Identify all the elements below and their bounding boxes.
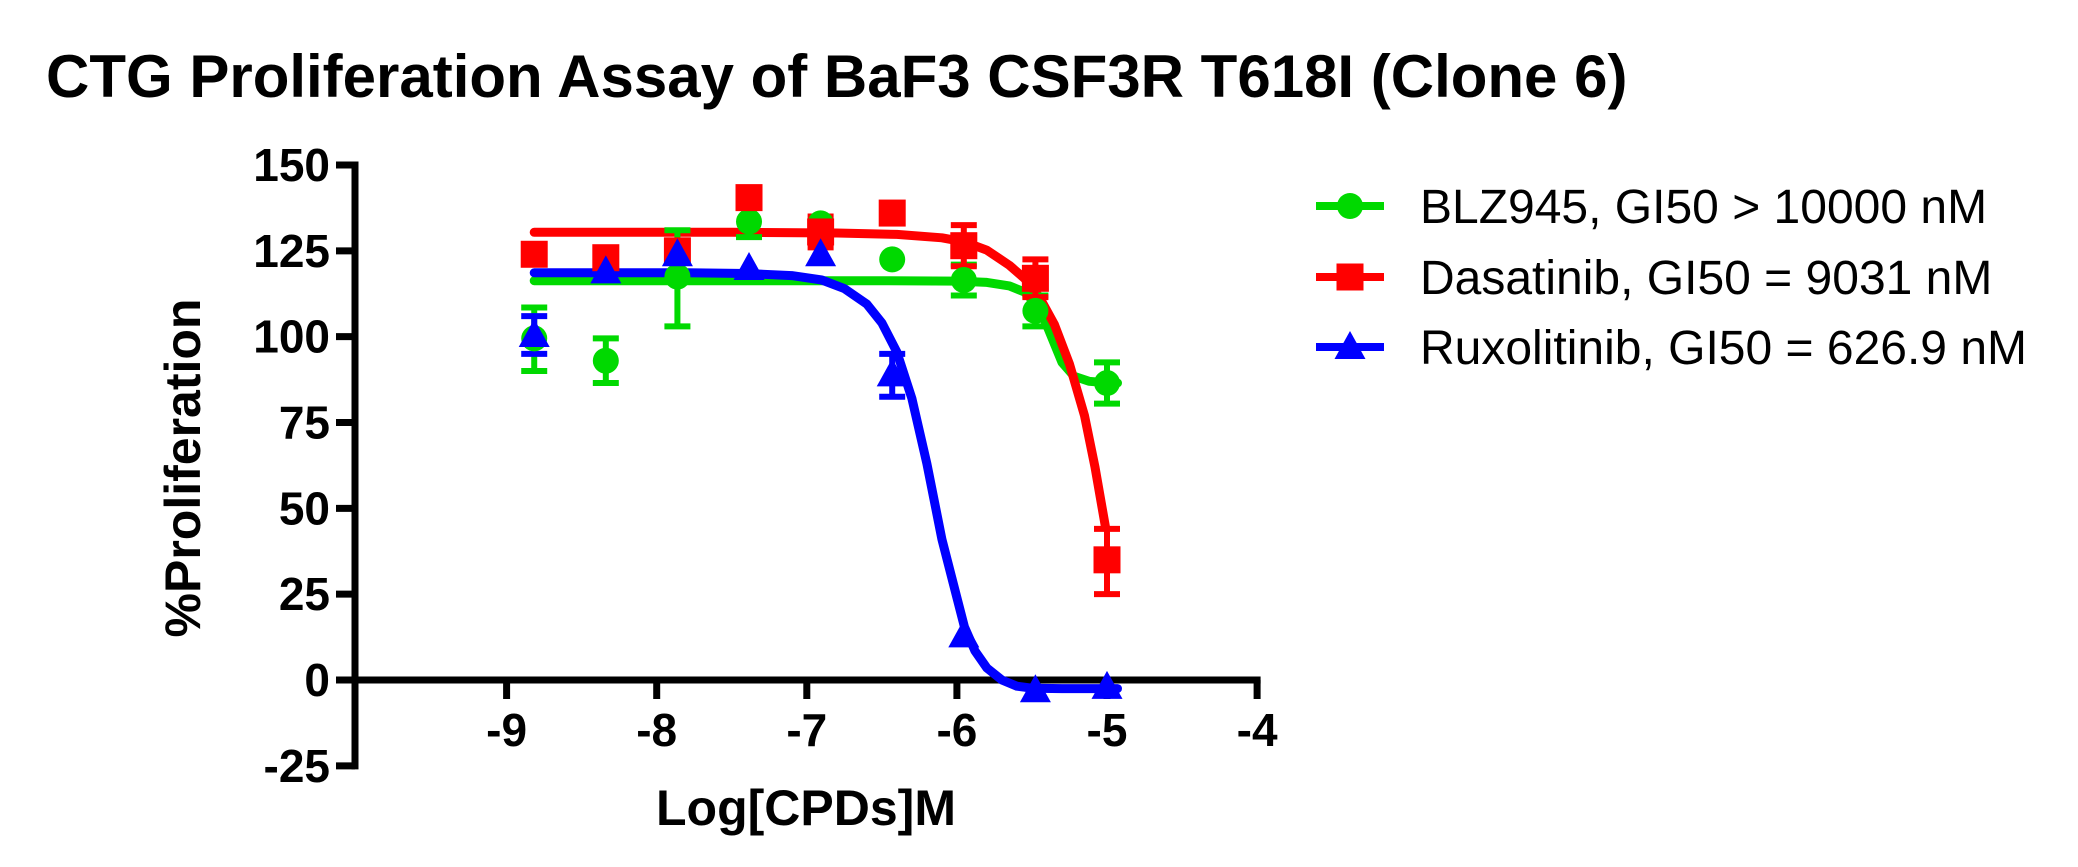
legend-row-dasatinib: Dasatinib, GI50 = 9031 nM [1316, 252, 1992, 305]
ruxolitinib-fit-curve [529, 268, 1122, 694]
y-tick-label: 50 [279, 482, 330, 534]
dasatinib-data-point [878, 199, 906, 227]
dasatinib-data-point [520, 240, 548, 268]
legend-row-ruxolitinib: Ruxolitinib, GI50 = 626.9 nM [1316, 322, 2027, 375]
x-tick-label: -5 [1087, 704, 1128, 756]
ruxolitinib-data-point [1019, 674, 1051, 703]
dasatinib-data-point [1021, 264, 1049, 292]
dasatinib-data-point [735, 184, 763, 212]
ruxolitinib-data-point [661, 238, 693, 267]
y-axis: 150 125 100 75 50 25 0 -25 [253, 139, 359, 792]
blz945-data-point [1022, 297, 1049, 324]
x-tick-label: -9 [486, 704, 527, 756]
y-tick-label: 150 [253, 139, 330, 191]
ruxolitinib-data-point [590, 255, 622, 284]
blz945-legend-marker [1337, 193, 1363, 219]
y-tick-label: 100 [253, 311, 330, 363]
y-tick-label: -25 [264, 740, 330, 792]
legend-row-blz945: BLZ945, GI50 > 10000 nM [1316, 181, 1987, 234]
dasatinib-fit-curve [529, 227, 1110, 532]
dasatinib-legend-marker [1336, 263, 1364, 291]
legend: BLZ945, GI50 > 10000 nM Dasatinib, GI50 =… [1316, 181, 2027, 375]
dasatinib-data-point [1093, 546, 1121, 574]
ruxolitinib-error-bars [521, 313, 906, 400]
legend-label: Dasatinib, GI50 = 9031 nM [1420, 252, 1992, 305]
blz945-data-point [592, 347, 619, 374]
y-tick-label: 25 [279, 568, 330, 620]
ruxolitinib-points [518, 238, 1123, 703]
ruxolitinib-legend-marker [1334, 331, 1366, 359]
x-tick-label: -7 [786, 704, 827, 756]
legend-label: BLZ945, GI50 > 10000 nM [1420, 181, 1987, 234]
ruxolitinib-data-point [876, 358, 908, 387]
ruxolitinib-data-point [733, 252, 765, 281]
y-tick-label: 125 [253, 225, 330, 277]
y-tick-label: 0 [304, 654, 330, 706]
x-tick-label: -4 [1237, 704, 1278, 756]
ruxolitinib-data-point [1091, 670, 1123, 699]
blz945-data-point [736, 208, 763, 235]
blz945-data-point [950, 267, 977, 294]
blz945-data-point [664, 263, 691, 290]
y-tick-label: 75 [279, 397, 330, 449]
ruxolitinib-data-point [948, 619, 980, 648]
y-axis-label: %Proliferation [155, 299, 211, 638]
ruxolitinib-data-point [805, 238, 837, 267]
legend-label: Ruxolitinib, GI50 = 626.9 nM [1420, 322, 2027, 375]
plot-area [518, 184, 1123, 703]
blz945-data-point [879, 246, 906, 273]
x-tick-label: -8 [636, 704, 677, 756]
dasatinib-data-point [950, 232, 978, 260]
ruxolitinib-data-point [518, 318, 550, 347]
x-axis-label: Log[CPDs]M [656, 780, 956, 836]
chart-title: CTG Proliferation Assay of BaF3 CSF3R T6… [46, 43, 1627, 110]
x-axis: -9 -8 -7 -6 -5 -4 [351, 676, 1278, 756]
x-tick-label: -6 [936, 704, 977, 756]
blz945-data-point [1094, 370, 1120, 397]
